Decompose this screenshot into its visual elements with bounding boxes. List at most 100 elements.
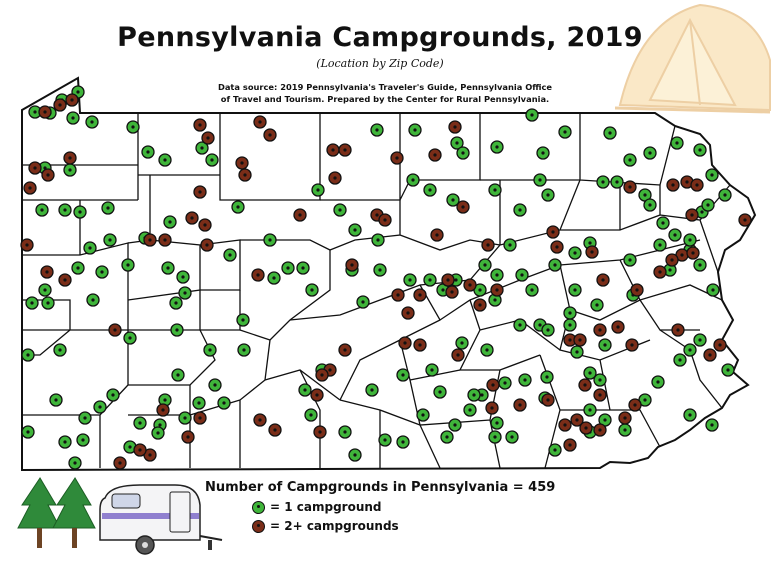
one-campground-marker <box>71 261 85 275</box>
one-campground-marker <box>205 153 219 167</box>
one-campground-marker <box>668 228 682 242</box>
data-source-note: Data source: 2019 Pennsylvania's Travele… <box>200 81 570 105</box>
one-campground-marker <box>296 261 310 275</box>
two-plus-campground-marker <box>23 181 37 195</box>
one-campground-marker <box>623 153 637 167</box>
two-plus-campground-marker <box>623 180 637 194</box>
one-campground-marker <box>170 323 184 337</box>
state-outline <box>21 76 757 472</box>
one-campground-marker <box>373 263 387 277</box>
one-campground-marker <box>21 348 35 362</box>
one-campground-marker <box>638 188 652 202</box>
one-campground-marker <box>416 408 430 422</box>
one-campground-marker <box>163 215 177 229</box>
two-plus-campground-marker <box>113 456 127 470</box>
one-campground-marker <box>237 343 251 357</box>
two-plus-campground-marker <box>345 258 359 272</box>
two-plus-campground-marker <box>193 411 207 425</box>
one-campground-marker <box>378 433 392 447</box>
one-campground-marker <box>623 253 637 267</box>
one-campground-marker <box>548 258 562 272</box>
one-campground-marker <box>35 203 49 217</box>
one-campground-marker <box>403 273 417 287</box>
one-campground-marker <box>446 193 460 207</box>
one-campground-marker <box>133 416 147 430</box>
one-campground-marker <box>488 293 502 307</box>
two-plus-campground-marker <box>451 348 465 362</box>
two-plus-campground-marker <box>310 388 324 402</box>
two-plus-campground-marker <box>338 343 352 357</box>
one-campground-marker <box>66 111 80 125</box>
legend-one-label: = 1 campground <box>270 500 382 514</box>
two-plus-campground-marker <box>490 283 504 297</box>
one-campground-marker <box>338 425 352 439</box>
two-plus-campground-marker <box>253 413 267 427</box>
one-campground-marker <box>610 175 624 189</box>
one-campground-marker <box>171 368 185 382</box>
one-campground-marker <box>123 331 137 345</box>
one-campground-marker <box>158 153 172 167</box>
two-plus-campground-marker <box>156 403 170 417</box>
one-campground-marker <box>541 188 555 202</box>
two-plus-campground-marker <box>666 178 680 192</box>
one-campground-marker <box>408 123 422 137</box>
one-campground-marker <box>513 203 527 217</box>
page-subtitle: (Location by Zip Code) <box>316 57 444 70</box>
two-plus-campground-marker <box>541 393 555 407</box>
two-plus-campground-marker <box>618 411 632 425</box>
two-plus-campground-marker <box>251 268 265 282</box>
two-plus-campground-marker <box>238 168 252 182</box>
two-plus-campground-marker <box>41 168 55 182</box>
two-plus-campground-marker <box>313 425 327 439</box>
one-campground-marker <box>525 108 539 122</box>
one-campground-marker <box>455 336 469 350</box>
two-plus-campground-marker <box>463 278 477 292</box>
one-campground-marker <box>643 198 657 212</box>
one-campground-marker <box>195 141 209 155</box>
one-campground-marker <box>348 223 362 237</box>
two-plus-campground-marker <box>430 228 444 242</box>
two-plus-campground-marker <box>143 233 157 247</box>
two-plus-campground-marker <box>20 238 34 252</box>
two-plus-campground-marker <box>665 253 679 267</box>
one-campground-marker <box>693 143 707 157</box>
one-campground-marker <box>311 183 325 197</box>
one-campground-marker <box>548 443 562 457</box>
one-campground-marker <box>78 411 92 425</box>
one-campground-marker <box>223 248 237 262</box>
one-campground-marker <box>281 261 295 275</box>
one-campground-marker <box>76 433 90 447</box>
one-campground-marker <box>73 205 87 219</box>
one-campground-marker <box>85 115 99 129</box>
one-campground-marker <box>25 296 39 310</box>
one-campground-marker <box>505 430 519 444</box>
one-campground-marker <box>356 295 370 309</box>
one-campground-marker <box>83 241 97 255</box>
one-campground-marker <box>450 136 464 150</box>
one-campground-marker <box>701 198 715 212</box>
two-plus-campground-marker <box>401 306 415 320</box>
two-plus-campground-marker <box>686 246 700 260</box>
one-campground-marker <box>541 323 555 337</box>
one-campground-marker <box>488 430 502 444</box>
two-plus-campground-marker <box>53 98 67 112</box>
one-campground-marker <box>467 388 481 402</box>
one-campground-marker <box>525 283 539 297</box>
one-campground-marker <box>448 418 462 432</box>
one-campground-marker <box>488 183 502 197</box>
one-campground-marker <box>365 383 379 397</box>
one-campground-marker <box>583 403 597 417</box>
one-campground-marker <box>161 261 175 275</box>
two-plus-campground-marker <box>593 388 607 402</box>
one-campground-marker <box>558 125 572 139</box>
page-title: Pennsylvania Campgrounds, 2019 <box>117 22 643 53</box>
two-plus-campground-marker <box>625 338 639 352</box>
one-campground-marker <box>656 216 670 230</box>
pine-tree-icon <box>17 477 96 548</box>
one-campground-marker <box>93 400 107 414</box>
one-campground-marker <box>503 238 517 252</box>
two-plus-campground-marker <box>738 213 752 227</box>
one-campground-marker <box>593 373 607 387</box>
two-plus-campground-marker <box>378 213 392 227</box>
